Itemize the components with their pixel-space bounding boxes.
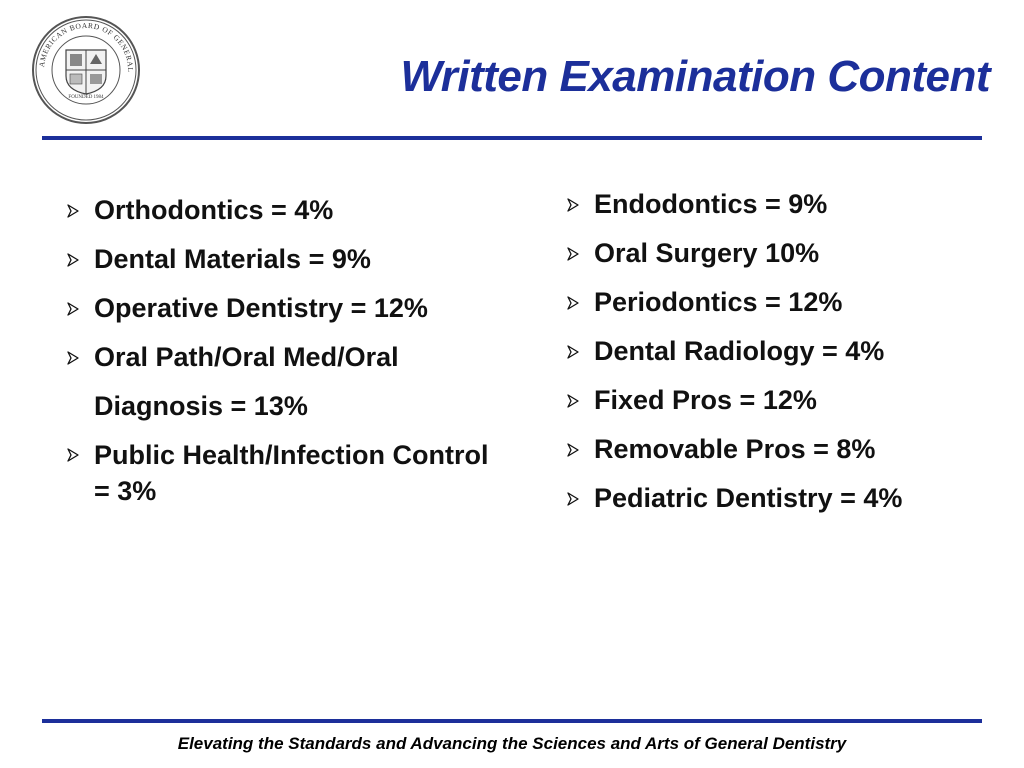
arrowhead-bullet-icon [566, 425, 582, 474]
list-item-label: Pediatric Dentistry = 4% [594, 483, 903, 513]
arrowhead-bullet-icon [66, 284, 82, 333]
list-item-label: Public Health/Infection Control = 3% [94, 440, 489, 506]
list-item-label: Fixed Pros = 12% [594, 385, 817, 415]
arrowhead-bullet-icon [566, 278, 582, 327]
list-item: Dental Materials = 9% [66, 235, 526, 284]
footer-tagline: Elevating the Standards and Advancing th… [177, 734, 847, 753]
list-item: Pediatric Dentistry = 4% [566, 474, 1006, 523]
seal-founded-text: FOUNDED 1984 [68, 95, 104, 100]
arrowhead-bullet-icon [566, 180, 582, 229]
list-item-label: Endodontics = 9% [594, 189, 828, 219]
arrowhead-bullet-icon [66, 186, 82, 235]
list-item-label: Orthodontics = 4% [94, 195, 334, 225]
list-item: Dental Radiology = 4% [566, 327, 1006, 376]
list-item: Public Health/Infection Control = 3% [66, 431, 494, 509]
left-topic-list: Orthodontics = 4% Dental Materials = 9% … [66, 186, 526, 509]
arrowhead-bullet-icon [566, 474, 582, 523]
arrowhead-bullet-icon [566, 229, 582, 278]
list-item: Periodontics = 12% [566, 278, 1006, 327]
arrowhead-bullet-icon [566, 327, 582, 376]
list-item: Endodontics = 9% [566, 180, 1006, 229]
list-item: Orthodontics = 4% [66, 186, 526, 235]
slide-title: Written Examination Content [400, 52, 991, 101]
list-item: Removable Pros = 8% [566, 425, 1006, 474]
list-item-label: Oral Surgery 10% [594, 238, 820, 268]
right-topic-list: Endodontics = 9% Oral Surgery 10% Period… [566, 180, 1006, 523]
arrowhead-bullet-icon [66, 235, 82, 284]
list-item-label: Periodontics = 12% [594, 287, 843, 317]
list-item: Operative Dentistry = 12% [66, 284, 526, 333]
list-item-label: Dental Materials = 9% [94, 244, 371, 274]
top-divider [42, 136, 982, 140]
list-item: Fixed Pros = 12% [566, 376, 1006, 425]
arrowhead-bullet-icon [66, 333, 82, 382]
list-item-label: Operative Dentistry = 12% [94, 293, 428, 323]
agd-seal-icon: AMERICAN BOARD OF GENERAL DENTISTRY FOUN… [30, 14, 140, 124]
list-item-label: Dental Radiology = 4% [594, 336, 885, 366]
arrowhead-bullet-icon [566, 376, 582, 425]
list-item: Oral Path/Oral Med/Oral Diagnosis = 13% [66, 333, 494, 431]
list-item: Oral Surgery 10% [566, 229, 1006, 278]
list-item-label: Removable Pros = 8% [594, 434, 876, 464]
arrowhead-bullet-icon [66, 437, 82, 473]
list-item-label: Oral Path/Oral Med/Oral Diagnosis = 13% [94, 342, 399, 421]
bottom-divider [42, 719, 982, 723]
